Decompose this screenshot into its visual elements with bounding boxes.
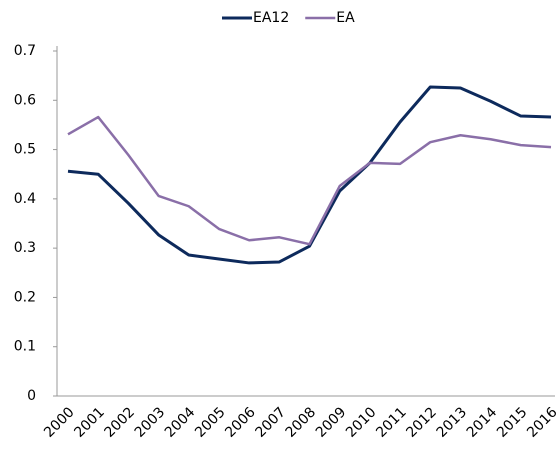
x-tick-label: 2001 (71, 404, 108, 441)
legend-label: EA12 (253, 10, 289, 26)
x-tick-label: 2007 (252, 404, 289, 441)
y-tick-label: 0.2 (14, 289, 36, 305)
y-tick-label: 0.5 (14, 142, 36, 158)
series-line (67, 85, 552, 265)
y-tick-label: 0.6 (14, 92, 36, 108)
x-tick-label: 2008 (283, 404, 320, 441)
y-tick-label: 0.3 (14, 240, 36, 256)
x-tick-label: 2016 (524, 404, 559, 441)
x-tick-label: 2013 (434, 404, 471, 441)
x-tick-label: 2014 (464, 404, 501, 441)
x-tick-label: 2004 (162, 404, 199, 441)
x-tick-label: 2015 (494, 404, 531, 441)
x-tick-label: 2005 (192, 404, 229, 441)
x-tick-label: 2002 (102, 404, 139, 441)
x-tick-label: 2006 (222, 404, 259, 441)
y-tick-label: 0 (27, 388, 36, 404)
x-tick-label: 2003 (132, 404, 169, 441)
y-tick-label: 0.4 (14, 191, 36, 207)
x-tick-label: 2012 (403, 404, 440, 441)
y-tick-label: 0.1 (14, 339, 36, 355)
x-tick-label: 2000 (41, 404, 78, 441)
y-tick-label: 0.7 (14, 43, 36, 59)
legend-label: EA (336, 10, 355, 26)
x-tick-label: 2009 (313, 404, 350, 441)
series-line (67, 115, 552, 246)
x-tick-label: 2010 (343, 404, 380, 441)
x-tick-label: 2011 (373, 404, 410, 441)
